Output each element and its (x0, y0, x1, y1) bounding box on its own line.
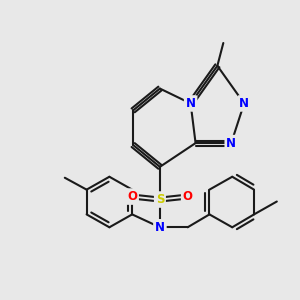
Text: N: N (226, 136, 236, 150)
Text: N: N (239, 97, 249, 110)
Text: S: S (156, 193, 164, 206)
Text: N: N (186, 97, 196, 110)
Text: O: O (127, 190, 137, 203)
Text: O: O (183, 190, 193, 203)
Text: N: N (155, 221, 165, 234)
